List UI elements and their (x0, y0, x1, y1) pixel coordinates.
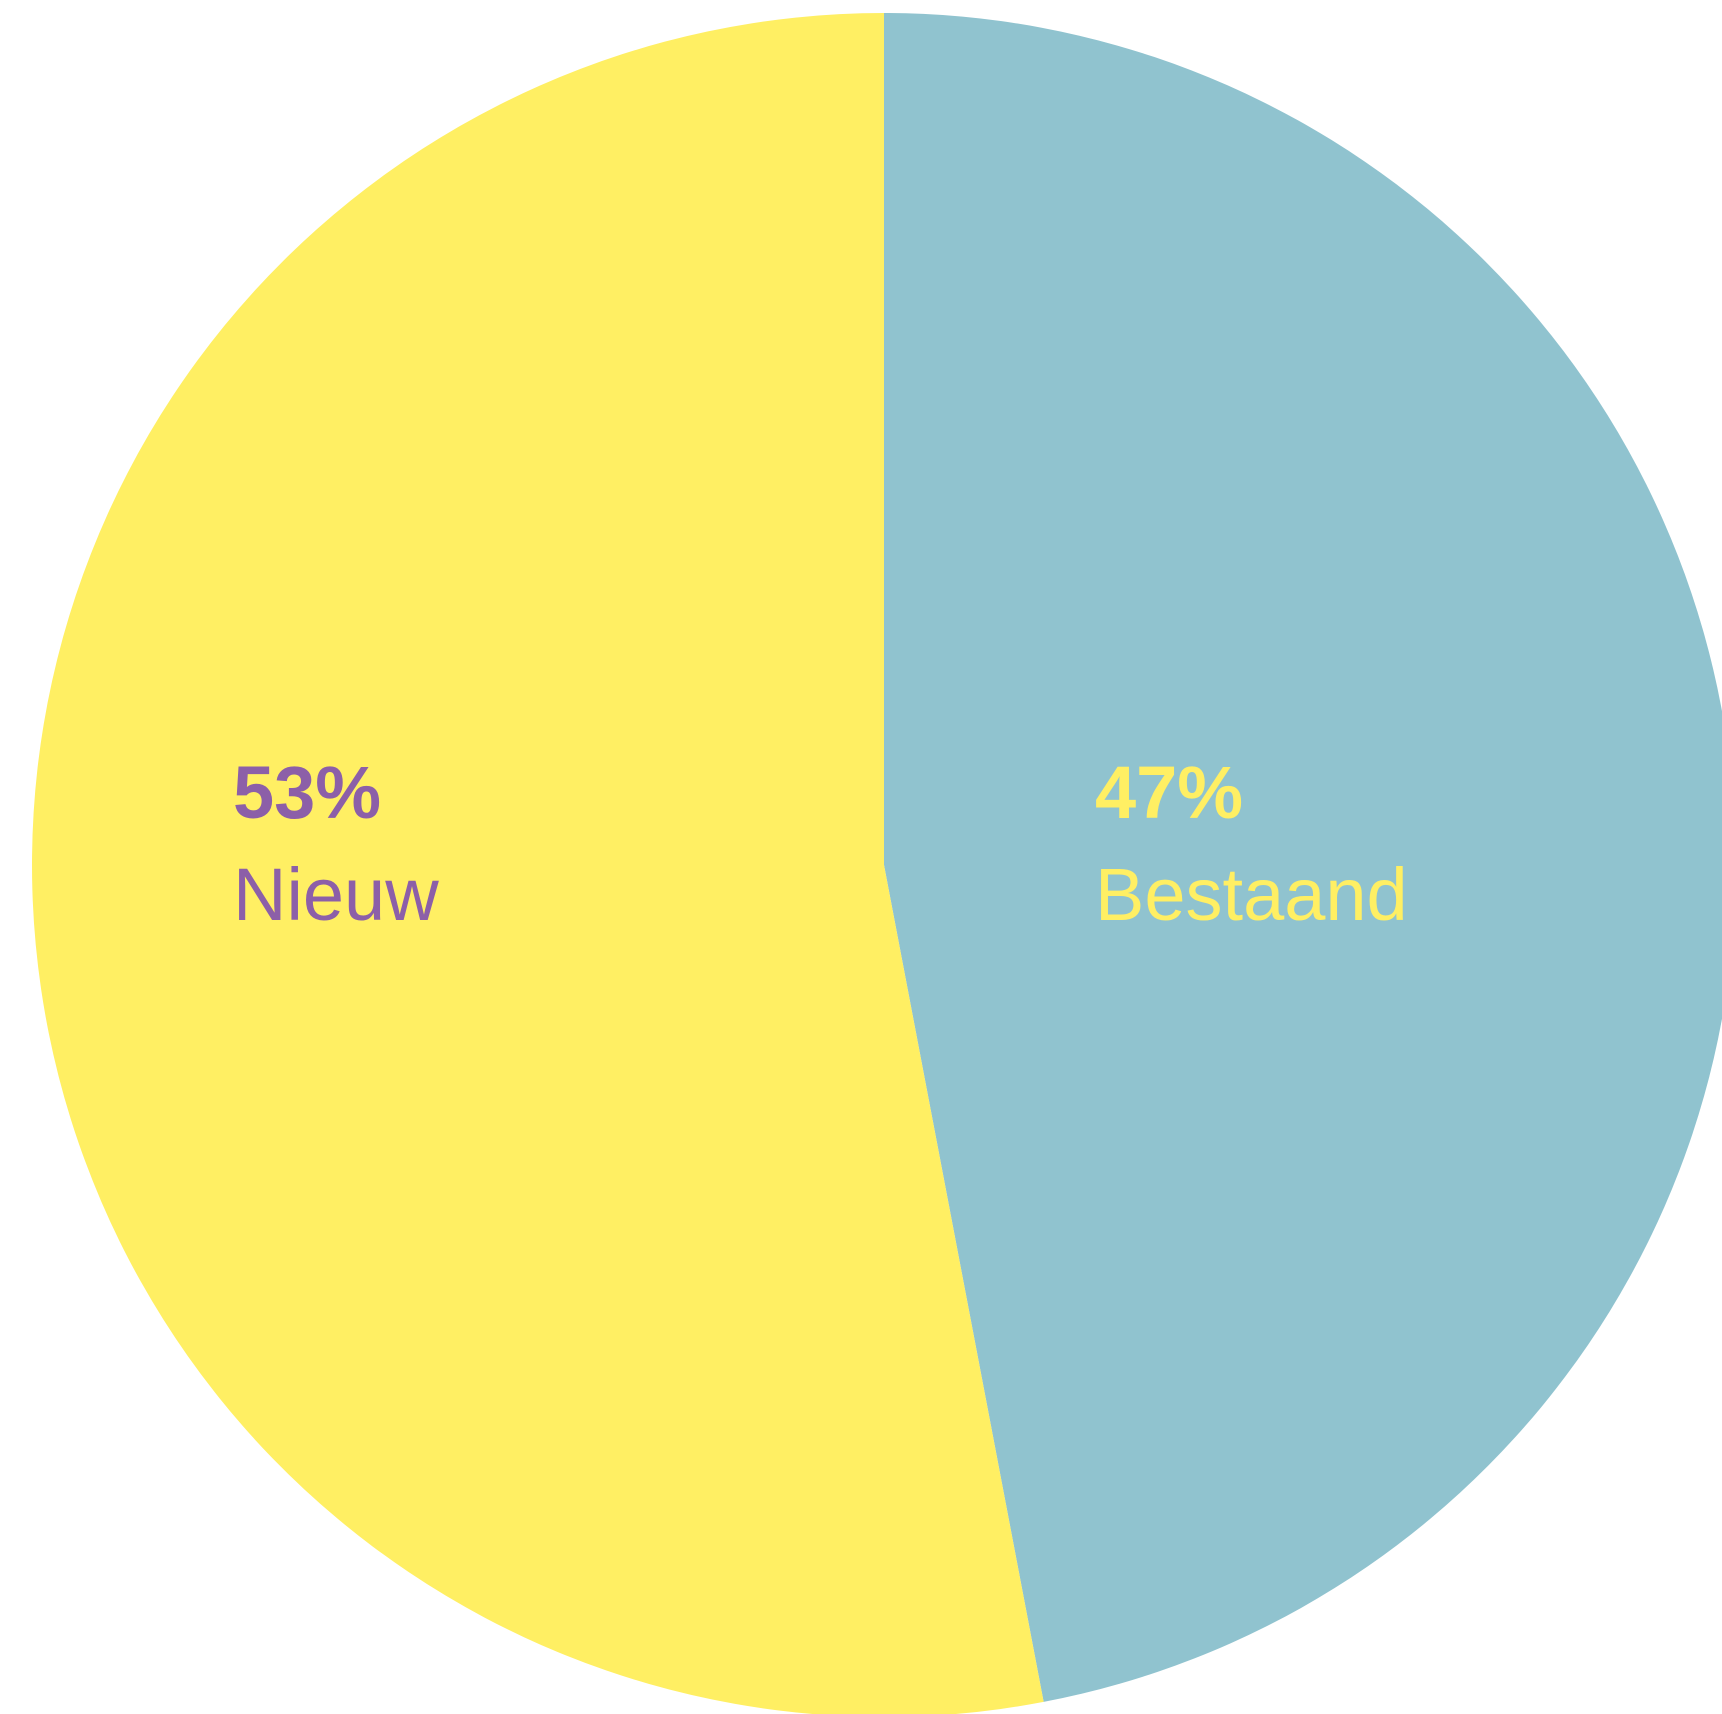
pie-slice-nieuw (32, 13, 1044, 1714)
slice-value-label-bestaand: 47% (1095, 751, 1243, 834)
slice-category-label-nieuw: Nieuw (233, 853, 439, 936)
pie-slices (32, 13, 1722, 1714)
pie-slice-bestaand (884, 13, 1722, 1702)
slice-category-label-bestaand: Bestaand (1095, 853, 1408, 936)
slice-value-label-nieuw: 53% (233, 751, 381, 834)
